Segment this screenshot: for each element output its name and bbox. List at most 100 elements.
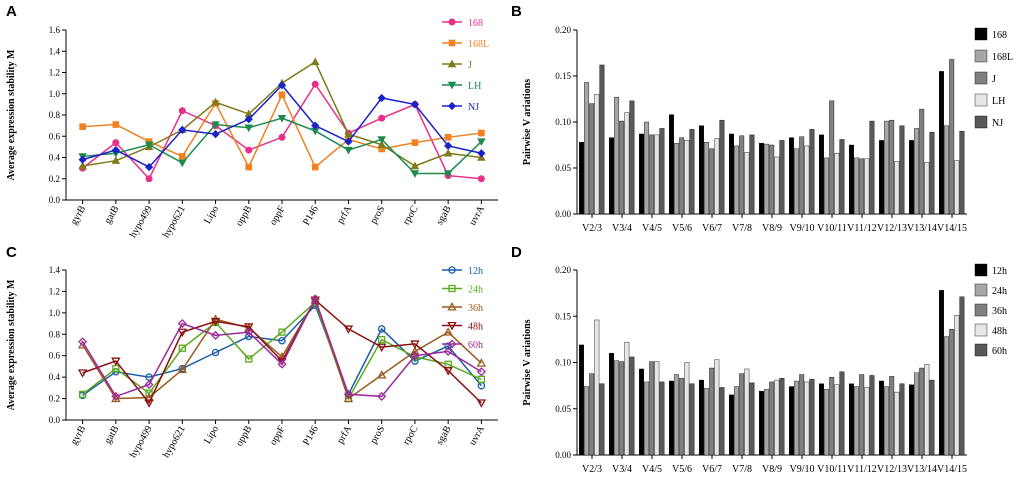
- legend-label: 168: [992, 30, 1007, 41]
- legend-swatch: [974, 303, 988, 317]
- bar: [639, 133, 644, 215]
- legend-label: J: [468, 60, 472, 71]
- bar: [804, 381, 810, 456]
- legend-swatch: [974, 71, 988, 85]
- x-tick-label: gatB: [102, 204, 121, 226]
- legend-marker: [447, 321, 457, 331]
- y-tick-label: 0.2: [49, 174, 60, 184]
- bar: [679, 137, 685, 215]
- x-tick-label: V14/15: [937, 223, 967, 234]
- legend-marker: [448, 284, 456, 293]
- data-point: [144, 162, 154, 172]
- x-tick-label: oppF: [268, 204, 288, 228]
- data-point: [77, 369, 88, 378]
- x-tick-label: gatB: [102, 424, 121, 446]
- bar: [924, 364, 930, 456]
- legend-item-lh: LH: [974, 93, 1005, 107]
- data-point: [478, 129, 485, 137]
- legend-label: 168: [468, 18, 483, 29]
- bar: [919, 108, 925, 215]
- series-line: [82, 117, 482, 175]
- data-point: [410, 170, 420, 178]
- data-point: [211, 130, 220, 139]
- x-tick-label: V5/6: [672, 223, 692, 234]
- y-axis-label: Average expression stability M: [6, 279, 17, 411]
- data-point: [177, 364, 188, 374]
- bar: [864, 158, 870, 215]
- bar: [674, 374, 680, 456]
- bar: [599, 64, 605, 215]
- data-point: [111, 357, 121, 367]
- bar: [654, 134, 660, 215]
- panel-label-c: C: [6, 244, 17, 261]
- bar: [734, 145, 740, 215]
- bar: [644, 381, 650, 456]
- panel-label-b: B: [511, 3, 522, 20]
- data-point: [211, 348, 220, 357]
- series-line: [82, 303, 482, 397]
- bar: [779, 140, 785, 215]
- data-point: [443, 327, 453, 336]
- bar: [749, 134, 755, 215]
- legend-marker: [447, 302, 457, 311]
- bar: [959, 130, 965, 215]
- data-point: [377, 325, 386, 333]
- data-point: [245, 332, 253, 341]
- legend-item-12h: 12h: [974, 263, 1007, 277]
- data-point: [378, 114, 386, 122]
- data-point: [344, 146, 353, 155]
- bar: [759, 142, 764, 215]
- legend-item-60h: 60h: [974, 343, 1007, 357]
- bar: [609, 137, 614, 215]
- bar: [939, 71, 944, 215]
- x-tick-label: Lipo: [202, 424, 221, 446]
- y-tick-label: 1.4: [49, 46, 61, 56]
- x-tick-label: rpoC: [401, 204, 421, 227]
- x-tick-label: V8/9: [762, 223, 782, 234]
- legend-label: 48h: [992, 326, 1007, 337]
- x-tick-label: hypo499: [128, 424, 155, 460]
- legend-label: 12h: [468, 266, 483, 277]
- bar: [794, 380, 800, 456]
- bar: [704, 388, 710, 456]
- y-tick-label: 0.6: [49, 131, 61, 141]
- data-point: [376, 343, 387, 353]
- y-tick-label: 0.2: [49, 394, 60, 404]
- bar: [649, 361, 655, 456]
- bar: [959, 296, 965, 456]
- bar: [879, 380, 884, 456]
- bar: [919, 367, 925, 456]
- series-48h: [77, 296, 487, 408]
- data-point: [410, 346, 420, 355]
- y-tick-label: 0.6: [49, 351, 61, 361]
- data-point: [343, 325, 354, 334]
- legend-item-12h: 12h: [442, 266, 483, 277]
- bar: [819, 134, 824, 215]
- bar: [619, 120, 625, 215]
- x-tick-label: hypo621: [161, 204, 188, 240]
- y-tick-label: 0.10: [555, 358, 571, 368]
- data-point: [245, 355, 253, 363]
- data-point: [410, 340, 420, 349]
- legend-item-lh: LH: [442, 81, 481, 92]
- data-point: [277, 359, 287, 369]
- legend-item-168: 168: [974, 27, 1007, 41]
- series-line: [82, 93, 482, 169]
- bar: [579, 142, 584, 215]
- y-tick-label: 0.05: [555, 404, 571, 414]
- legend-label: 168L: [468, 39, 489, 50]
- y-tick-label: 0.15: [555, 311, 571, 321]
- data-point: [311, 163, 319, 171]
- data-point: [343, 393, 354, 403]
- data-point: [378, 335, 386, 344]
- data-point: [179, 153, 186, 160]
- bar: [769, 381, 775, 456]
- data-point: [78, 390, 87, 398]
- bar: [949, 329, 955, 456]
- bar: [829, 100, 835, 215]
- x-tick-label: V4/5: [642, 464, 662, 475]
- bar: [864, 387, 870, 456]
- x-tick-label: V2/3: [582, 223, 602, 234]
- bar: [674, 142, 680, 215]
- bar: [849, 144, 854, 215]
